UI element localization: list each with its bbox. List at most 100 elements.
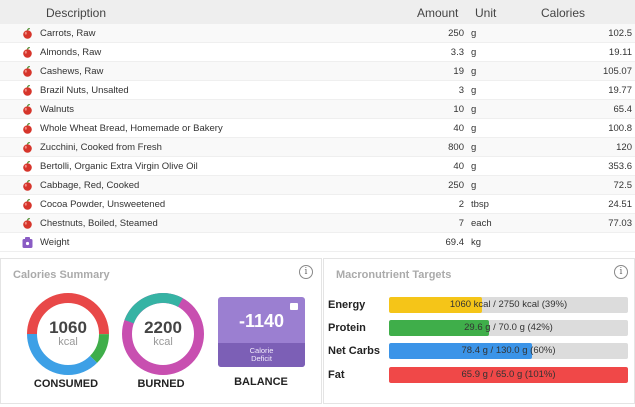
apple-icon	[23, 161, 32, 172]
table-row[interactable]: Bertolli, Organic Extra Virgin Olive Oil…	[0, 157, 635, 176]
food-amount: 10	[453, 104, 464, 115]
food-amount: 250	[448, 28, 464, 39]
table-row[interactable]: Weight 69.4 kg	[0, 233, 635, 252]
food-description: Bertolli, Organic Extra Virgin Olive Oil	[40, 161, 198, 172]
macro-label: Protein	[328, 322, 366, 334]
consumed-unit: kcal	[58, 336, 78, 348]
table-row[interactable]: Brazil Nuts, Unsalted 3 g 19.77	[0, 81, 635, 100]
food-unit: g	[471, 180, 477, 191]
food-unit: g	[471, 142, 477, 153]
consumed-ring	[27, 293, 109, 375]
food-calories: 72.5	[613, 180, 633, 191]
macro-label: Energy	[328, 299, 366, 311]
macro-progress-bar[interactable]: 78.4 g / 130.0 g (60%)	[389, 343, 628, 359]
food-calories: 24.51	[608, 199, 632, 210]
consumed-label: CONSUMED	[33, 378, 99, 390]
macro-progress-bar[interactable]: 29.6 g / 70.0 g (42%)	[389, 320, 628, 336]
food-calories: 65.4	[613, 104, 633, 115]
macro-progress-text: 29.6 g / 70.0 g (42%)	[464, 322, 553, 333]
table-row[interactable]: Almonds, Raw 3.3 g 19.11	[0, 43, 635, 62]
food-amount: 40	[453, 161, 464, 172]
macronutrient-targets-title: Macronutrient Targets	[336, 269, 452, 281]
balance-subtitle: Calorie Deficit	[218, 343, 305, 367]
food-description: Weight	[40, 237, 70, 248]
info-icon[interactable]: i	[299, 265, 313, 279]
food-unit: g	[471, 85, 477, 96]
burned-unit: kcal	[153, 336, 173, 348]
food-description: Whole Wheat Bread, Homemade or Bakery	[40, 123, 223, 134]
food-description: Cabbage, Red, Cooked	[40, 180, 140, 191]
food-calories: 353.6	[608, 161, 632, 172]
food-description: Cashews, Raw	[40, 66, 104, 77]
macro-progress-fill	[389, 297, 483, 313]
apple-icon	[23, 123, 32, 134]
info-icon[interactable]: i	[614, 265, 628, 279]
header-description[interactable]: Description	[46, 6, 107, 20]
consumed-value: 1060	[49, 318, 87, 337]
balance-label: BALANCE	[234, 376, 288, 388]
table-row[interactable]: Cabbage, Red, Cooked 250 g 72.5	[0, 176, 635, 195]
macro-progress-fill	[389, 367, 628, 383]
header-unit[interactable]: Unit	[475, 6, 497, 20]
header-amount[interactable]: Amount	[417, 6, 459, 20]
table-row[interactable]: Whole Wheat Bread, Homemade or Bakery 40 g…	[0, 119, 635, 138]
macro-label: Net Carbs	[328, 345, 380, 357]
table-body: Carrots, Raw 250 g 102.5 Almonds, Raw 3.3 g 19.…	[0, 24, 635, 252]
food-description: Cocoa Powder, Unsweetened	[40, 199, 166, 210]
food-calories: 19.77	[608, 85, 632, 96]
food-diary-table: Description Amount Unit Calories Carrots…	[0, 0, 635, 252]
food-unit: g	[471, 123, 477, 134]
food-unit: g	[471, 161, 477, 172]
calories-summary-title: Calories Summary	[13, 269, 110, 281]
food-description: Chestnuts, Boiled, Steamed	[40, 218, 158, 229]
food-amount: 19	[453, 66, 464, 77]
food-description: Walnuts	[40, 104, 74, 115]
apple-icon	[23, 199, 32, 210]
burned-value: 2200	[144, 318, 182, 337]
food-amount: 7	[458, 218, 464, 229]
food-unit: g	[471, 28, 477, 39]
food-calories: 120	[616, 142, 632, 153]
header-calories[interactable]: Calories	[541, 6, 586, 20]
food-amount: 2	[458, 199, 464, 210]
table-row[interactable]: Zucchini, Cooked from Fresh 800 g 120	[0, 138, 635, 157]
food-amount: 69.4	[445, 237, 465, 248]
food-unit: g	[471, 47, 477, 58]
table-row[interactable]: Chestnuts, Boiled, Steamed 7 each 77.03	[0, 214, 635, 233]
food-calories: 19.11	[608, 47, 632, 58]
burned-ring	[122, 293, 205, 375]
macro-progress-fill	[389, 343, 533, 359]
food-description: Almonds, Raw	[40, 47, 102, 58]
food-unit: kg	[471, 237, 482, 248]
table-row[interactable]: Carrots, Raw 250 g 102.5	[0, 24, 635, 43]
balance-subtitle-line1: Calorie	[249, 346, 274, 355]
apple-icon	[23, 180, 32, 191]
food-calories: 100.8	[608, 123, 632, 134]
balance-value: -1140	[238, 311, 285, 331]
table-row[interactable]: Walnuts 10 g 65.4	[0, 100, 635, 119]
macro-progress-bar[interactable]: 65.9 g / 65.0 g (101%)	[389, 367, 628, 383]
apple-icon	[23, 66, 32, 77]
food-unit: g	[471, 104, 477, 115]
table-row[interactable]: Cocoa Powder, Unsweetened 2 tbsp 24.51	[0, 195, 635, 214]
table-row[interactable]: Cashews, Raw 19 g 105.07	[0, 62, 635, 81]
food-amount: 40	[453, 123, 464, 134]
macro-progress-text: 1060 kcal / 2750 kcal (39%)	[449, 299, 568, 310]
food-description: Carrots, Raw	[40, 28, 96, 39]
macro-progress-text: 78.4 g / 130.0 g (60%)	[461, 345, 556, 356]
apple-icon	[23, 218, 32, 229]
food-description: Zucchini, Cooked from Fresh	[40, 142, 162, 153]
food-calories: 77.03	[608, 218, 632, 229]
table-header: Description Amount Unit Calories	[0, 0, 635, 24]
apple-icon	[23, 47, 32, 58]
food-unit: tbsp	[471, 199, 489, 210]
food-description: Brazil Nuts, Unsalted	[40, 85, 129, 96]
food-unit: each	[471, 218, 492, 229]
lock-icon	[290, 303, 298, 310]
balance-card: -1140 Calorie Deficit	[218, 297, 305, 367]
food-amount: 3	[458, 85, 464, 96]
apple-icon	[23, 142, 32, 153]
food-calories: 105.07	[602, 66, 632, 77]
food-unit: g	[471, 66, 477, 77]
macro-progress-bar[interactable]: 1060 kcal / 2750 kcal (39%)	[389, 297, 628, 313]
